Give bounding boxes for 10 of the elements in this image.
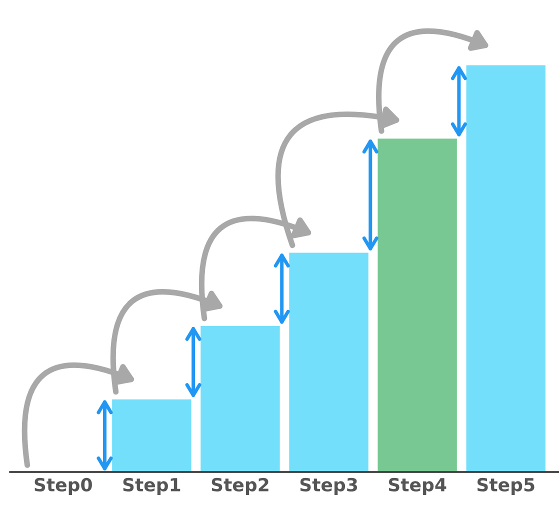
bar bbox=[464, 64, 547, 472]
bar bbox=[199, 324, 282, 472]
x-tick-label: Step5 bbox=[477, 478, 534, 496]
x-tick-label: Step4 bbox=[388, 478, 446, 496]
x-tick-label: Step2 bbox=[212, 478, 268, 496]
x-tick-label: Step3 bbox=[300, 478, 358, 496]
x-tick-label: Step0 bbox=[34, 478, 92, 496]
x-tick-label: Step1 bbox=[123, 478, 180, 496]
bar bbox=[376, 137, 458, 472]
bar bbox=[288, 251, 370, 472]
